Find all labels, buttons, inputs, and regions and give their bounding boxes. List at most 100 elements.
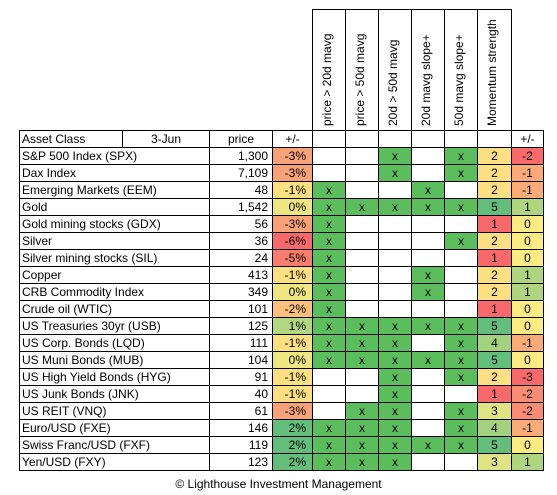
change-cell: -3% [272,164,313,182]
indicator-cell-3: x [378,402,412,420]
asset-name: US REIT (VNQ) [19,402,210,420]
momentum-cell: 1 [477,215,512,233]
indicator-cell-2: x [345,419,379,437]
table-row: Gold 1,542 0% x x x x x 5 1 [19,198,544,216]
table-row: US REIT (VNQ) 61 -3% x x x 3 -2 [19,402,544,420]
change-cell: -3% [272,147,313,165]
momentum-cell: 2 [477,283,512,301]
momentum-change-cell: -1 [511,334,544,352]
momentum-header: Momentum strength [477,9,512,131]
change-cell: 0% [272,283,313,301]
indicator-cell-1: x [312,215,346,233]
change-cell: -1% [272,181,313,199]
indicator-cell-5 [444,385,478,403]
indicator-cell-3: x [378,436,412,454]
table-row: Yen/USD (FXY) 123 2% x x x 3 1 [19,453,544,471]
momentum-cell: 3 [477,453,512,471]
indicator-cell-4: x [411,351,445,369]
indicator-cell-1 [312,385,346,403]
momentum-change-cell: -2 [511,147,544,165]
indicator-cell-5: x [444,334,478,352]
momentum-change-cell: 1 [511,453,544,471]
indicator-cell-5: x [444,317,478,335]
indicator-cell-4 [411,402,445,420]
table-row: CRB Commodity Index 349 0% x x 2 1 [19,283,544,301]
asset-class-header: Asset Class [19,130,123,148]
asset-name: Copper [19,266,210,284]
indicator-cell-4 [411,300,445,318]
momentum-cell: 2 [477,164,512,182]
indicator-cell-5: x [444,402,478,420]
indicator-cell-2 [345,283,379,301]
indicator-header-3: 20d > 50d mavg [378,9,412,131]
indicator-cell-3 [378,232,412,250]
indicator-cell-5: x [444,419,478,437]
price-cell: 104 [209,351,273,369]
indicator-cell-1: x [312,436,346,454]
indicator-cell-4: x [411,436,445,454]
indicator-cell-3: x [378,334,412,352]
indicator-cell-5: x [444,351,478,369]
indicator-cell-5 [444,249,478,267]
indicator-cell-3 [378,249,412,267]
momentum-cell: 5 [477,317,512,335]
column-header-row: Asset Class 3-Jun price +/- +/- [19,130,544,148]
momentum-cell: 1 [477,385,512,403]
momentum-change-cell: 1 [511,283,544,301]
momentum-cell: 5 [477,436,512,454]
change-cell: 1% [272,317,313,335]
indicator-cell-3 [378,283,412,301]
momentum-change-cell: 0 [511,300,544,318]
indicator-cell-1: x [312,419,346,437]
indicator-cell-3 [378,181,412,199]
change-cell: -2% [272,300,313,318]
indicator-cell-3: x [378,385,412,403]
price-cell: 413 [209,266,273,284]
indicator-cell-5 [444,283,478,301]
price-cell: 40 [209,385,273,403]
date-header: 3-Jun [122,130,210,148]
change-cell: 2% [272,419,313,437]
asset-name: Yen/USD (FXY) [19,453,210,471]
price-cell: 1,300 [209,147,273,165]
indicator-cell-4: x [411,198,445,216]
price-cell: 36 [209,232,273,250]
indicator-cell-3 [378,300,412,318]
table-row: Emerging Markets (EEM) 48 -1% x x 2 -1 [19,181,544,199]
change-cell: -3% [272,215,313,233]
change-cell: 0% [272,198,313,216]
indicator-header-1: price > 20d mavg [312,9,346,131]
indicator-cell-1 [312,368,346,386]
momentum-change-cell: -1 [511,181,544,199]
indicator-cell-3 [378,215,412,233]
price-cell: 91 [209,368,273,386]
indicator-cell-2 [345,249,379,267]
indicator-cell-5: x [444,436,478,454]
asset-name: S&P 500 Index (SPX) [19,147,210,165]
indicator-cell-3: x [378,317,412,335]
momentum-change-cell: 0 [511,215,544,233]
indicator-cell-1: x [312,181,346,199]
indicator-cell-1: x [312,300,346,318]
momentum-table: price > 20d mavg price > 50d mavg 20d > … [19,9,544,471]
change-cell: -6% [272,232,313,250]
indicator-cell-1: x [312,334,346,352]
indicator-cell-4 [411,368,445,386]
asset-name: US Muni Bonds (MUB) [19,351,210,369]
momentum-cell: 2 [477,232,512,250]
table-row: US Muni Bonds (MUB) 104 0% x x x x x 5 0 [19,351,544,369]
price-cell: 125 [209,317,273,335]
table-row: Gold mining stocks (GDX) 56 -3% x 1 0 [19,215,544,233]
change-cell: -1% [272,334,313,352]
indicator-cell-5: x [444,147,478,165]
indicator-cell-2: x [345,453,379,471]
indicator-cell-1: x [312,351,346,369]
indicator-cell-3 [378,266,412,284]
momentum-change-cell: -2 [511,385,544,403]
indicator-cell-5 [444,266,478,284]
momentum-cell: 5 [477,198,512,216]
change-cell: 2% [272,436,313,454]
price-header: price [209,130,273,148]
indicator-cell-1: x [312,249,346,267]
asset-name: US Treasuries 30yr (USB) [19,317,210,335]
